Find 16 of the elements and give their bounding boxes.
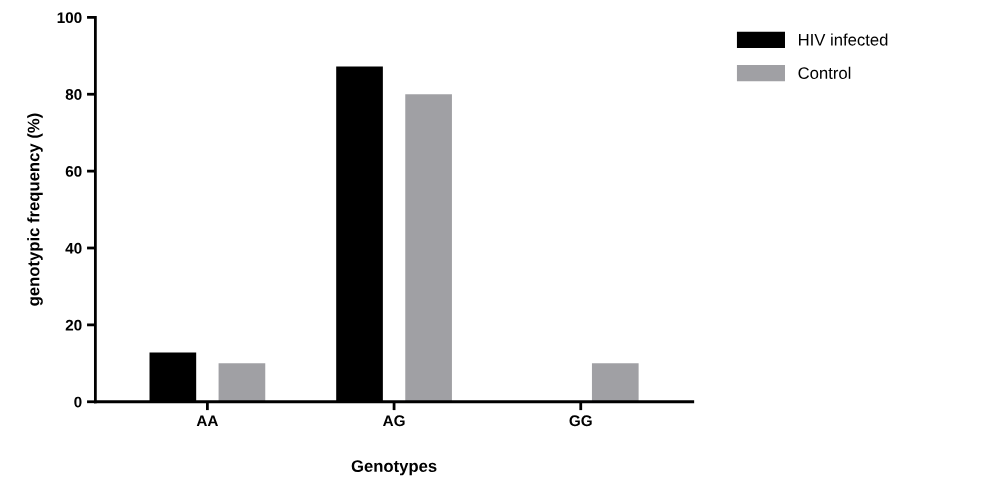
bar <box>591 363 639 402</box>
y-tick-label: 100 <box>57 12 82 24</box>
bar <box>405 94 452 402</box>
legend-label: Control <box>798 66 851 79</box>
x-tick-label: GG <box>569 415 592 427</box>
x-tick-label: AA <box>196 415 219 427</box>
bar <box>218 363 266 402</box>
y-tick-label: 0 <box>74 396 82 408</box>
y-tick-label: 40 <box>65 242 82 254</box>
x-tick-label: AG <box>382 415 405 427</box>
y-tick-label: 20 <box>65 319 82 331</box>
legend-label: HIV infected <box>799 33 888 46</box>
y-tick-label: 60 <box>65 165 82 177</box>
x-axis-title: Genotypes <box>351 460 437 476</box>
y-tick-label: 80 <box>65 89 82 100</box>
y-axis-title: genotypic frequency (%) <box>27 113 43 306</box>
